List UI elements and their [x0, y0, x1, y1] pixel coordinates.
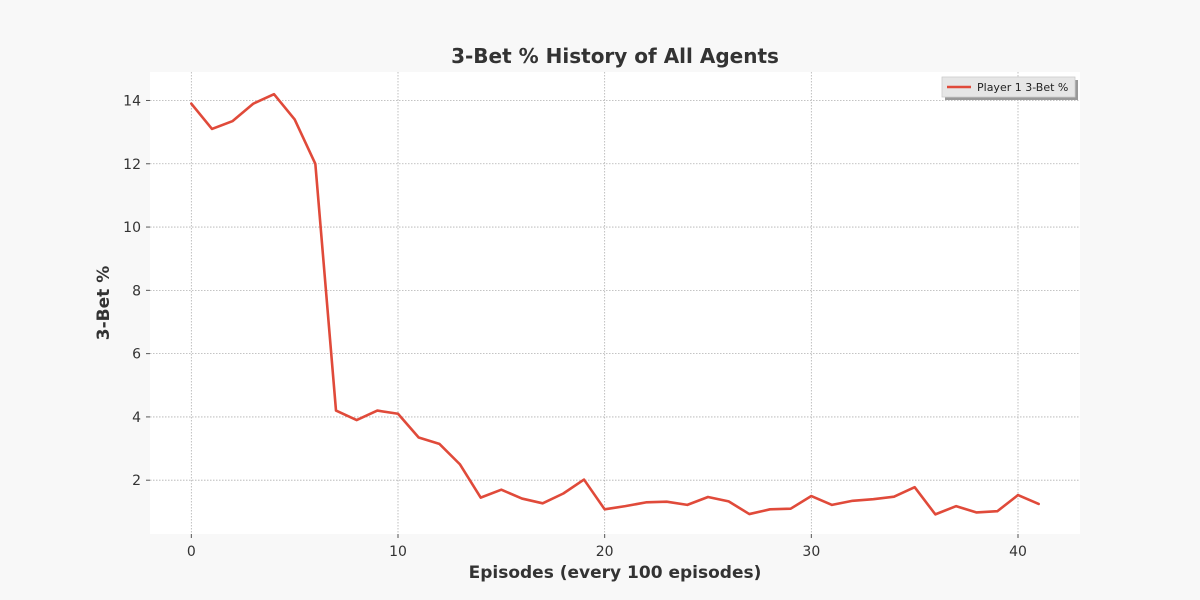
- grid: [150, 72, 1080, 534]
- series-lines: [190, 92, 1040, 516]
- y-tick-label: 8: [132, 283, 141, 299]
- legend-box: [941, 76, 1076, 98]
- x-axis-label: Episodes (every 100 episodes): [469, 563, 762, 583]
- y-tick-label: 2: [132, 473, 141, 489]
- plot-area: [150, 72, 1080, 534]
- series-line-0: [190, 92, 1040, 516]
- y-tick-label: 6: [132, 347, 141, 363]
- ticks: 0 10 20 30 40 2 4 6 8 10 12 14: [123, 93, 1027, 560]
- y-axis-label: 3-Bet %: [94, 266, 114, 340]
- legend: Player 1 3-Bet %: [941, 76, 1078, 100]
- x-tick-label: 10: [389, 544, 407, 560]
- y-tick-label: 4: [132, 410, 141, 426]
- y-tick-label: 10: [123, 220, 141, 236]
- x-tick-label: 0: [187, 544, 196, 560]
- x-tick-label: 20: [596, 544, 614, 560]
- y-tick-label: 14: [123, 93, 141, 109]
- x-tick-label: 30: [802, 544, 820, 560]
- chart-title: 3-Bet % History of All Agents: [451, 44, 779, 68]
- y-tick-label: 12: [123, 157, 141, 173]
- legend-label: Player 1 3-Bet %: [977, 81, 1068, 94]
- x-tick-label: 40: [1009, 544, 1027, 560]
